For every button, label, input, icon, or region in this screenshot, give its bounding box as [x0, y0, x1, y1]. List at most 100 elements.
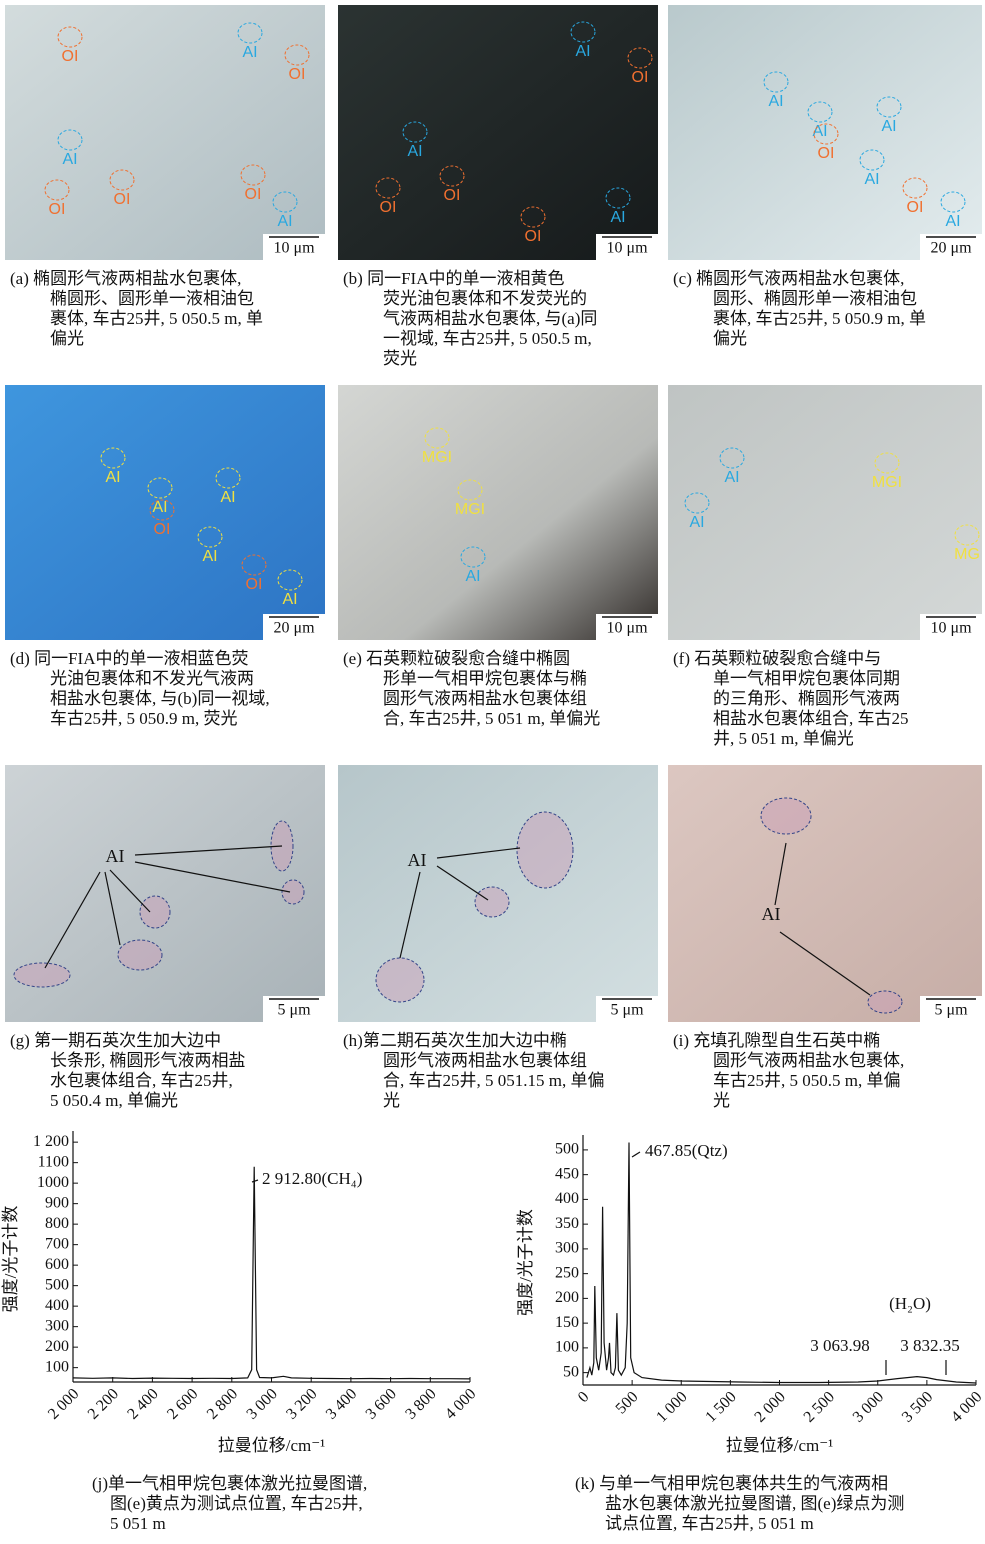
inclusion-label: OI: [49, 201, 66, 218]
inclusion: [868, 991, 902, 1013]
caption-line: 圆形气液两相盐水包裹体,: [713, 1051, 904, 1070]
inclusion-label: MGI: [455, 501, 485, 518]
caption-line: (a) 椭圆形气液两相盐水包裹体,: [10, 269, 241, 288]
inclusion-label: OI: [818, 145, 835, 162]
y-tick-label: 1000: [37, 1174, 69, 1191]
caption-line: 相盐水包裹体, 与(b)同一视域,: [50, 689, 270, 708]
caption-line: 车古25井, 5 050.5 m, 单偏: [713, 1071, 900, 1090]
inclusion-label: OI: [114, 191, 131, 208]
inclusion: [761, 798, 811, 834]
inclusion-label: AI: [407, 143, 422, 160]
inclusion-label: AI: [864, 171, 879, 188]
x-tick-label: 500: [613, 1388, 642, 1417]
inclusion-label: AI: [768, 93, 783, 110]
inclusion-label: AI: [277, 213, 292, 230]
inclusion-label: AI: [242, 44, 257, 61]
caption-line: 形单一气相甲烷包裹体与椭: [383, 669, 587, 688]
inclusion-label: AI: [408, 850, 427, 870]
x-tick-label: 3 000: [850, 1388, 887, 1425]
annotation-arrow: [632, 1152, 640, 1157]
inclusion-label: OI: [632, 69, 649, 86]
inclusion: [282, 880, 304, 904]
caption-line: 长条形, 椭圆形气液两相盐: [50, 1051, 246, 1070]
x-tick-label: 2 000: [751, 1388, 788, 1425]
caption-line: 偏光: [50, 329, 84, 348]
caption-line: 裹体, 车古25井, 5 050.9 m, 单: [713, 309, 926, 328]
inclusion: [517, 812, 573, 888]
inclusion: [140, 896, 170, 928]
caption-line: 单一气相甲烷包裹体同期: [713, 669, 900, 688]
caption-line: (h)第二期石英次生加大边中椭: [343, 1031, 567, 1050]
x-tick-label: 3 200: [283, 1385, 320, 1422]
x-tick-label: 2 200: [85, 1385, 122, 1422]
scale-label: 10 μm: [273, 240, 315, 257]
caption-line: (k) 与单一气相甲烷包裹体共生的气液两相: [575, 1474, 888, 1493]
inclusion: [14, 963, 70, 987]
y-tick-label: 1 200: [33, 1133, 69, 1150]
caption-line: 气液两相盐水包裹体, 与(a)同: [383, 309, 597, 328]
inclusion-label: AI: [282, 591, 297, 608]
inclusion-label: OI: [444, 187, 461, 204]
x-tick-label: 3 800: [402, 1385, 439, 1422]
inclusion-label: AI: [881, 118, 896, 135]
y-tick-label: 300: [45, 1317, 69, 1334]
inclusion-label: AI: [106, 846, 125, 866]
caption-line: (b) 同一FIA中的单一液相黄色: [343, 269, 564, 288]
y-tick-label: 200: [45, 1338, 69, 1355]
scale-label: 5 μm: [934, 1002, 968, 1019]
caption-line: 一视域, 车古25井, 5 050.5 m,: [383, 329, 592, 348]
caption-line: (g) 第一期石英次生加大边中: [10, 1031, 221, 1050]
y-tick-label: 500: [45, 1276, 69, 1293]
y-axis-title: 强度/光子计数: [516, 1209, 535, 1316]
x-tick-label: 3 600: [363, 1385, 400, 1422]
caption-line: (c) 椭圆形气液两相盐水包裹体,: [673, 269, 904, 288]
inclusion-label: AI: [220, 489, 235, 506]
caption-line: (d) 同一FIA中的单一液相蓝色荧: [10, 649, 248, 668]
y-tick-label: 400: [45, 1297, 69, 1314]
inclusion-label: AI: [689, 514, 704, 531]
inclusion-label: AI: [202, 548, 217, 565]
caption-line: 圆形气液两相盐水包裹体组: [383, 1051, 587, 1070]
caption-line: 井, 5 051 m, 单偏光: [713, 729, 854, 748]
inclusion-label: AI: [152, 499, 167, 516]
caption-line: 光油包裹体和不发光气液两: [50, 669, 254, 688]
caption-line: 荧光油包裹体和不发荧光的: [383, 289, 587, 308]
y-tick-label: 450: [555, 1165, 579, 1182]
caption-line: 车古25井, 5 050.9 m, 荧光: [50, 709, 237, 728]
x-axis-title: 拉曼位移/cm⁻¹: [218, 1436, 326, 1455]
caption-line: 5 051 m: [110, 1514, 166, 1533]
inclusion-label: MGI: [872, 474, 902, 491]
caption-line: 相盐水包裹体组合, 车古25: [713, 709, 909, 728]
y-tick-label: 300: [555, 1240, 579, 1257]
inclusion-label: OI: [525, 228, 542, 245]
photo: [338, 385, 658, 640]
y-tick-label: 200: [555, 1289, 579, 1306]
photo: [668, 765, 982, 1022]
inclusion-label: AI: [610, 209, 625, 226]
caption-line: 水包裹体组合, 车古25井,: [50, 1071, 233, 1090]
inclusion-label: OI: [246, 576, 263, 593]
inclusion-label: AI: [62, 151, 77, 168]
annotation: (H₂O): [889, 1294, 931, 1313]
y-tick-label: 350: [555, 1215, 579, 1232]
annotation: 467.85(Qtz): [645, 1141, 728, 1160]
scale-label: 20 μm: [273, 620, 315, 637]
annotation: 3 832.35: [900, 1336, 960, 1355]
annotation: 2 912.80(CH₄): [262, 1169, 362, 1188]
inclusion-label: AI: [465, 568, 480, 585]
x-tick-label: 2 500: [801, 1388, 838, 1425]
y-tick-label: 400: [555, 1190, 579, 1207]
y-axis-title: 强度/光子计数: [1, 1206, 20, 1313]
inclusion-label: OI: [289, 66, 306, 83]
x-tick-label: 1 500: [702, 1388, 739, 1425]
y-tick-label: 800: [45, 1215, 69, 1232]
x-tick-label: 4 000: [948, 1388, 985, 1425]
caption-line: 荧光: [383, 349, 417, 368]
inclusion: [118, 940, 162, 970]
scale-label: 10 μm: [606, 240, 648, 257]
caption-line: (e) 石英颗粒破裂愈合缝中椭圆: [343, 649, 570, 668]
y-tick-label: 100: [45, 1358, 69, 1375]
photo: [668, 385, 982, 640]
y-tick-label: 250: [555, 1264, 579, 1281]
y-tick-label: 100: [555, 1339, 579, 1356]
